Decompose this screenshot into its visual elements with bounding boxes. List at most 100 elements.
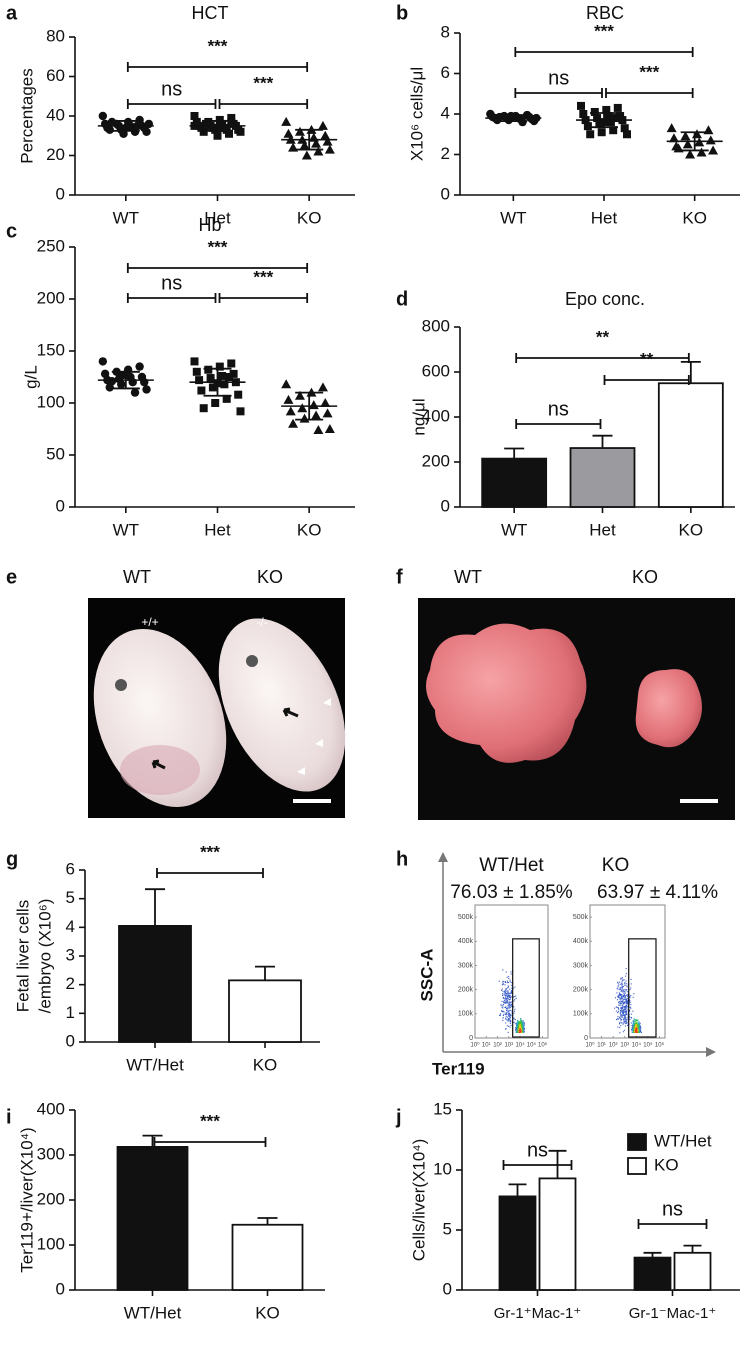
x-tick-label: 10⁰ — [470, 1042, 480, 1049]
gate-stat: 76.03 ± 1.85% — [450, 882, 573, 903]
event-dot — [516, 1024, 518, 1026]
panel-letter: b — [396, 2, 408, 24]
event-dot — [503, 991, 505, 993]
event-dot — [619, 1002, 621, 1004]
event-dot — [632, 1024, 634, 1026]
event-dot — [502, 994, 504, 997]
data-point — [197, 386, 206, 395]
data-point — [294, 126, 305, 136]
event-dot — [520, 1018, 522, 1020]
data-point — [218, 371, 227, 380]
event-dot — [522, 1022, 524, 1024]
x-tick-label: KO — [253, 1055, 278, 1074]
event-dot — [637, 1024, 639, 1026]
event-dot — [509, 979, 511, 981]
event-dot — [634, 1028, 636, 1030]
event-dot — [625, 1001, 627, 1003]
event-dot — [618, 981, 621, 983]
event-dot — [516, 1025, 518, 1027]
significance-bracket — [153, 1137, 267, 1147]
bar — [569, 447, 636, 508]
event-dot — [619, 1022, 621, 1024]
event-dot — [505, 1006, 507, 1008]
data-point — [297, 403, 308, 413]
event-dot — [635, 1024, 637, 1026]
event-dot — [522, 1027, 525, 1029]
x-tick-label: 10² — [493, 1043, 502, 1049]
event-dot — [621, 986, 623, 988]
image-label: WT — [454, 567, 482, 587]
event-dot — [508, 1005, 510, 1007]
event-dot — [507, 1011, 509, 1013]
y-tick-label: 4 — [441, 103, 450, 122]
data-point — [577, 101, 585, 110]
event-dot — [623, 1014, 625, 1016]
event-dot — [504, 997, 506, 999]
event-dot — [619, 1032, 621, 1034]
x-tick-label: KO — [297, 208, 322, 227]
event-dot — [511, 1004, 513, 1006]
event-dot — [502, 1010, 504, 1012]
event-dot — [502, 990, 504, 992]
x-tick-label: 10² — [609, 1043, 618, 1049]
event-dot — [626, 997, 628, 999]
x-tick-label: KO — [679, 520, 704, 539]
event-dot — [623, 994, 625, 996]
y-tick-label: 100 — [37, 1234, 65, 1253]
event-dot — [505, 1012, 507, 1014]
x-tick-label: Gr-1⁺Mac-1⁺ — [494, 1305, 582, 1322]
sd-bar — [111, 120, 140, 132]
y-tick-label: 15 — [433, 1099, 452, 1118]
event-dot — [500, 989, 503, 991]
event-dot — [515, 1024, 518, 1026]
event-dot — [513, 1018, 515, 1020]
y-tick-label: 10 — [433, 1159, 452, 1178]
event-dot — [514, 999, 516, 1001]
event-dot — [627, 1017, 629, 1019]
event-dot — [622, 1010, 624, 1012]
y-tick-label: 40 — [46, 105, 65, 124]
event-dot — [521, 1025, 523, 1027]
event-dot — [503, 999, 505, 1001]
data-point — [206, 374, 215, 383]
event-dot — [502, 1003, 505, 1005]
gate-stat: 63.97 ± 4.11% — [597, 882, 718, 903]
y-tick-label: 600 — [422, 361, 450, 380]
event-dot — [522, 1020, 524, 1022]
panel-letter: g — [6, 848, 18, 870]
data-point — [320, 398, 331, 407]
panel-letter: a — [6, 2, 18, 24]
event-dot — [515, 1028, 517, 1030]
y-axis-label: SSC-A — [417, 949, 436, 1002]
event-dot — [638, 1027, 640, 1029]
event-dot — [630, 1017, 633, 1019]
x-tick-label: Het — [591, 208, 618, 227]
event-dot — [625, 998, 627, 1000]
bar — [498, 1195, 537, 1291]
event-dot — [625, 1013, 627, 1015]
y-tick-label: 0 — [584, 1035, 588, 1042]
error-bar — [504, 447, 525, 459]
event-dot — [510, 1014, 512, 1016]
event-dot — [516, 1028, 518, 1030]
event-dot — [522, 1028, 525, 1030]
event-dot — [639, 1029, 641, 1031]
event-dot — [513, 1000, 515, 1002]
event-dot — [511, 987, 513, 989]
data-point — [288, 418, 299, 428]
event-dot — [622, 1001, 624, 1003]
event-dot — [510, 1009, 512, 1011]
event-dot — [619, 1021, 621, 1023]
event-dot — [640, 1027, 642, 1029]
event-dot — [517, 1031, 519, 1033]
significance-label: *** — [200, 1111, 220, 1130]
event-dot — [505, 1018, 507, 1020]
event-dot — [504, 994, 506, 996]
event-dot — [630, 978, 632, 980]
event-dot — [520, 1024, 522, 1026]
event-dot — [506, 999, 508, 1001]
gate — [512, 938, 540, 1038]
event-dot — [508, 996, 510, 998]
event-dot — [502, 982, 504, 984]
event-dot — [636, 1029, 638, 1031]
